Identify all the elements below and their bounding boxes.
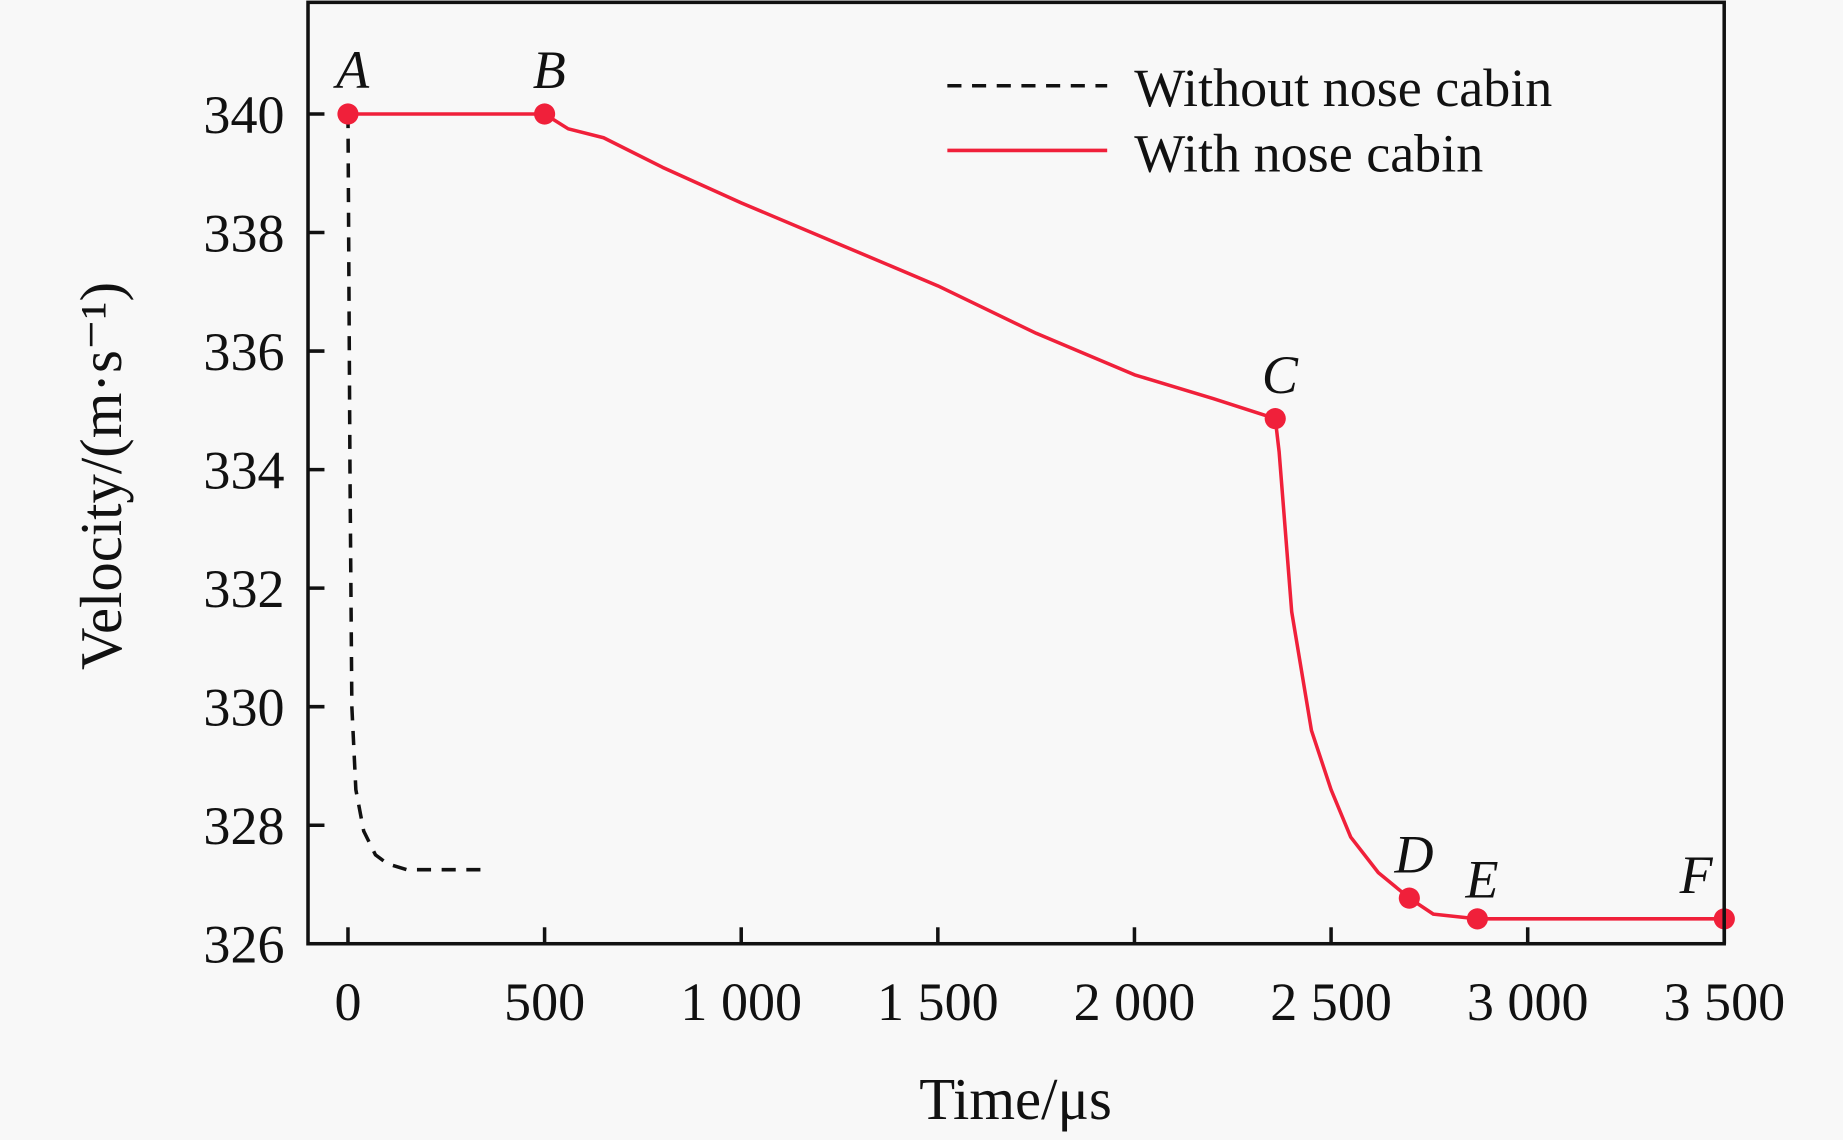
point-label-b: B — [533, 40, 566, 100]
legend-label-with: With nose cabin — [1134, 124, 1483, 184]
y-tick-label: 336 — [203, 322, 284, 382]
legend: Without nose cabin With nose cabin — [947, 58, 1552, 184]
x-tick-label: 1 500 — [877, 972, 999, 1032]
y-tick-label: 328 — [203, 796, 284, 856]
series-line-with-nose-cabin — [347, 112, 1725, 921]
point-label-d: D — [1394, 824, 1434, 884]
plot-frame — [306, 0, 1726, 946]
x-tick-label: 0 — [334, 972, 361, 1032]
x-tick-label: 2 000 — [1074, 972, 1196, 1032]
point-e — [1466, 908, 1488, 930]
point-label-e: E — [1465, 850, 1499, 910]
x-tick-label: 500 — [504, 972, 585, 1032]
x-tick-label: 3 500 — [1664, 972, 1786, 1032]
y-tick-label: 326 — [203, 915, 284, 975]
y-tick-label: 340 — [203, 85, 284, 145]
point-a — [337, 103, 359, 125]
y-tick-label: 332 — [203, 559, 284, 619]
point-label-f: F — [1679, 845, 1714, 905]
x-axis-label: Time/μs — [919, 1067, 1112, 1132]
point-label-c: C — [1262, 345, 1299, 405]
y-tick-label: 338 — [203, 203, 284, 263]
y-tick-label: 330 — [203, 677, 284, 737]
x-tick-label: 3 000 — [1467, 972, 1589, 1032]
x-tick-label: 2 500 — [1270, 972, 1392, 1032]
point-c — [1264, 408, 1286, 430]
legend-label-without: Without nose cabin — [1134, 58, 1552, 118]
y-tick-label: 334 — [203, 440, 284, 500]
series-line-without-nose-cabin — [346, 113, 490, 872]
x-tick-label: 1 000 — [680, 972, 802, 1032]
point-label-a: A — [333, 40, 370, 100]
y-axis-label: Velocity/(m·s⁻¹) — [69, 282, 134, 670]
point-d — [1398, 887, 1420, 909]
point-b — [534, 103, 556, 125]
